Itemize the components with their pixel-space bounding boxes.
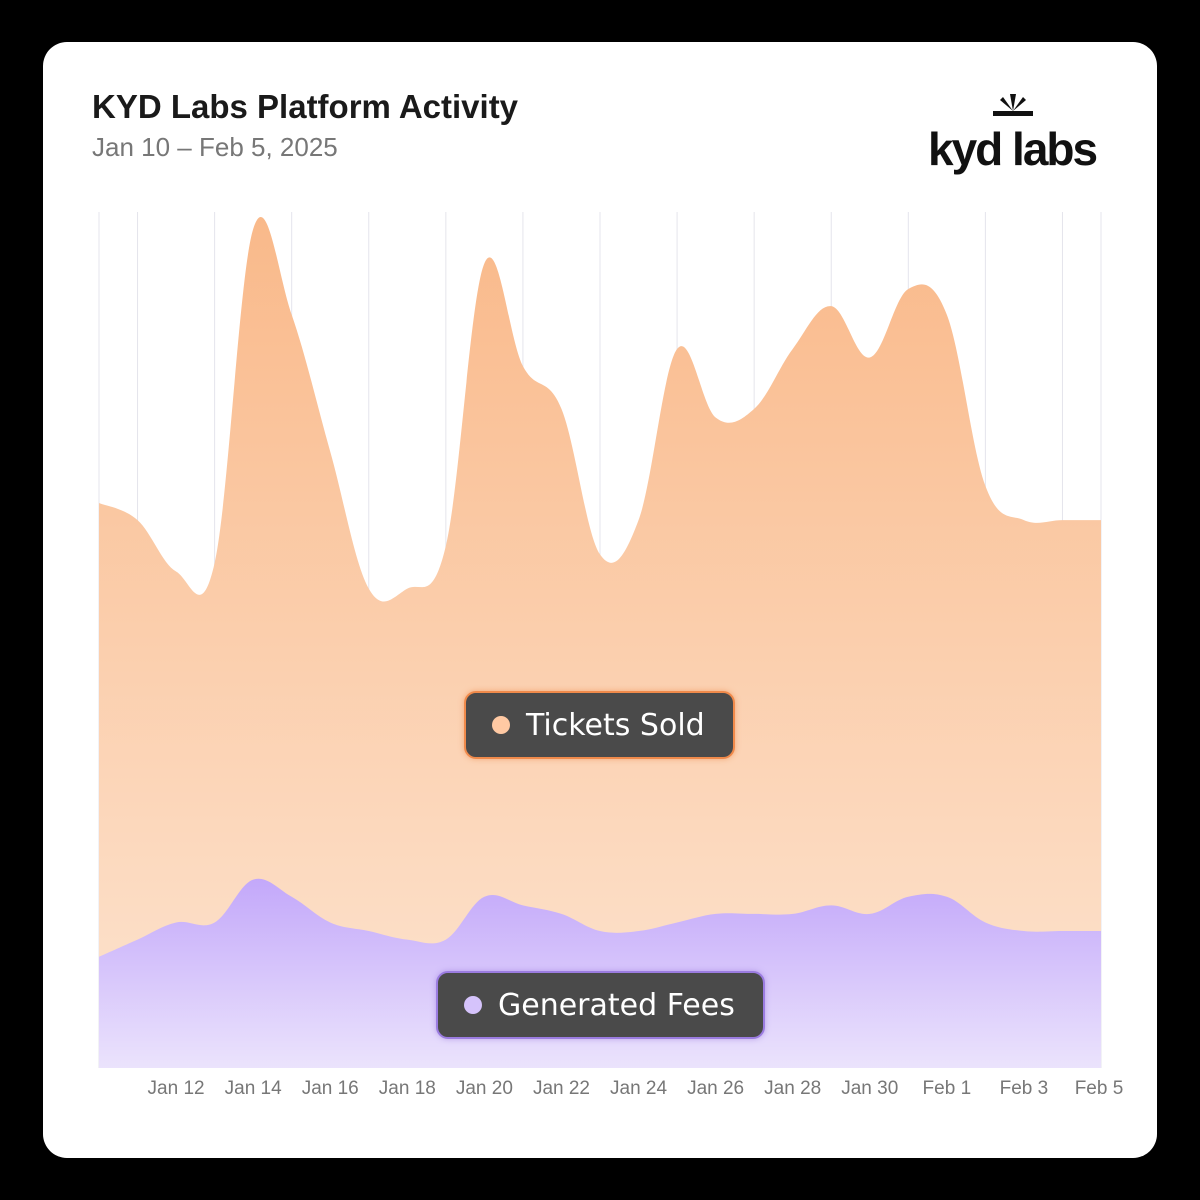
x-tick-label: Jan 12 (148, 1078, 205, 1099)
kyd-labs-logo: kyd labs (923, 90, 1113, 180)
logo-wordmark: kyd labs (928, 123, 1098, 175)
x-tick-label: Feb 1 (923, 1078, 972, 1099)
legend-fees-label: Generated Fees (498, 987, 735, 1023)
fees-dot-icon (464, 996, 482, 1014)
x-tick-label: Jan 18 (379, 1078, 436, 1099)
tickets-dot-icon (492, 716, 510, 734)
x-tick-label: Feb 5 (1075, 1078, 1124, 1099)
x-tick-label: Jan 22 (533, 1078, 590, 1099)
x-tick-label: Jan 14 (225, 1078, 282, 1099)
x-tick-label: Jan 16 (302, 1078, 359, 1099)
chart-title: KYD Labs Platform Activity (92, 88, 519, 125)
tickets-sold-area (99, 216, 1101, 1068)
legend-tickets-label: Tickets Sold (526, 707, 705, 743)
chart-card: KYD Labs Platform Activity Jan 10 – Feb … (43, 42, 1157, 1158)
x-tick-label: Jan 24 (610, 1078, 667, 1099)
date-range-subtitle: Jan 10 – Feb 5, 2025 (92, 132, 338, 162)
x-tick-label: Jan 28 (764, 1078, 821, 1099)
x-tick-label: Jan 20 (456, 1078, 513, 1099)
x-tick-label: Feb 3 (1000, 1078, 1049, 1099)
x-tick-label: Jan 26 (687, 1078, 744, 1099)
legend-generated-fees: Generated Fees (436, 971, 765, 1039)
sunrise-icon (993, 94, 1033, 116)
x-tick-label: Jan 30 (841, 1078, 898, 1099)
legend-tickets-sold: Tickets Sold (464, 691, 735, 759)
